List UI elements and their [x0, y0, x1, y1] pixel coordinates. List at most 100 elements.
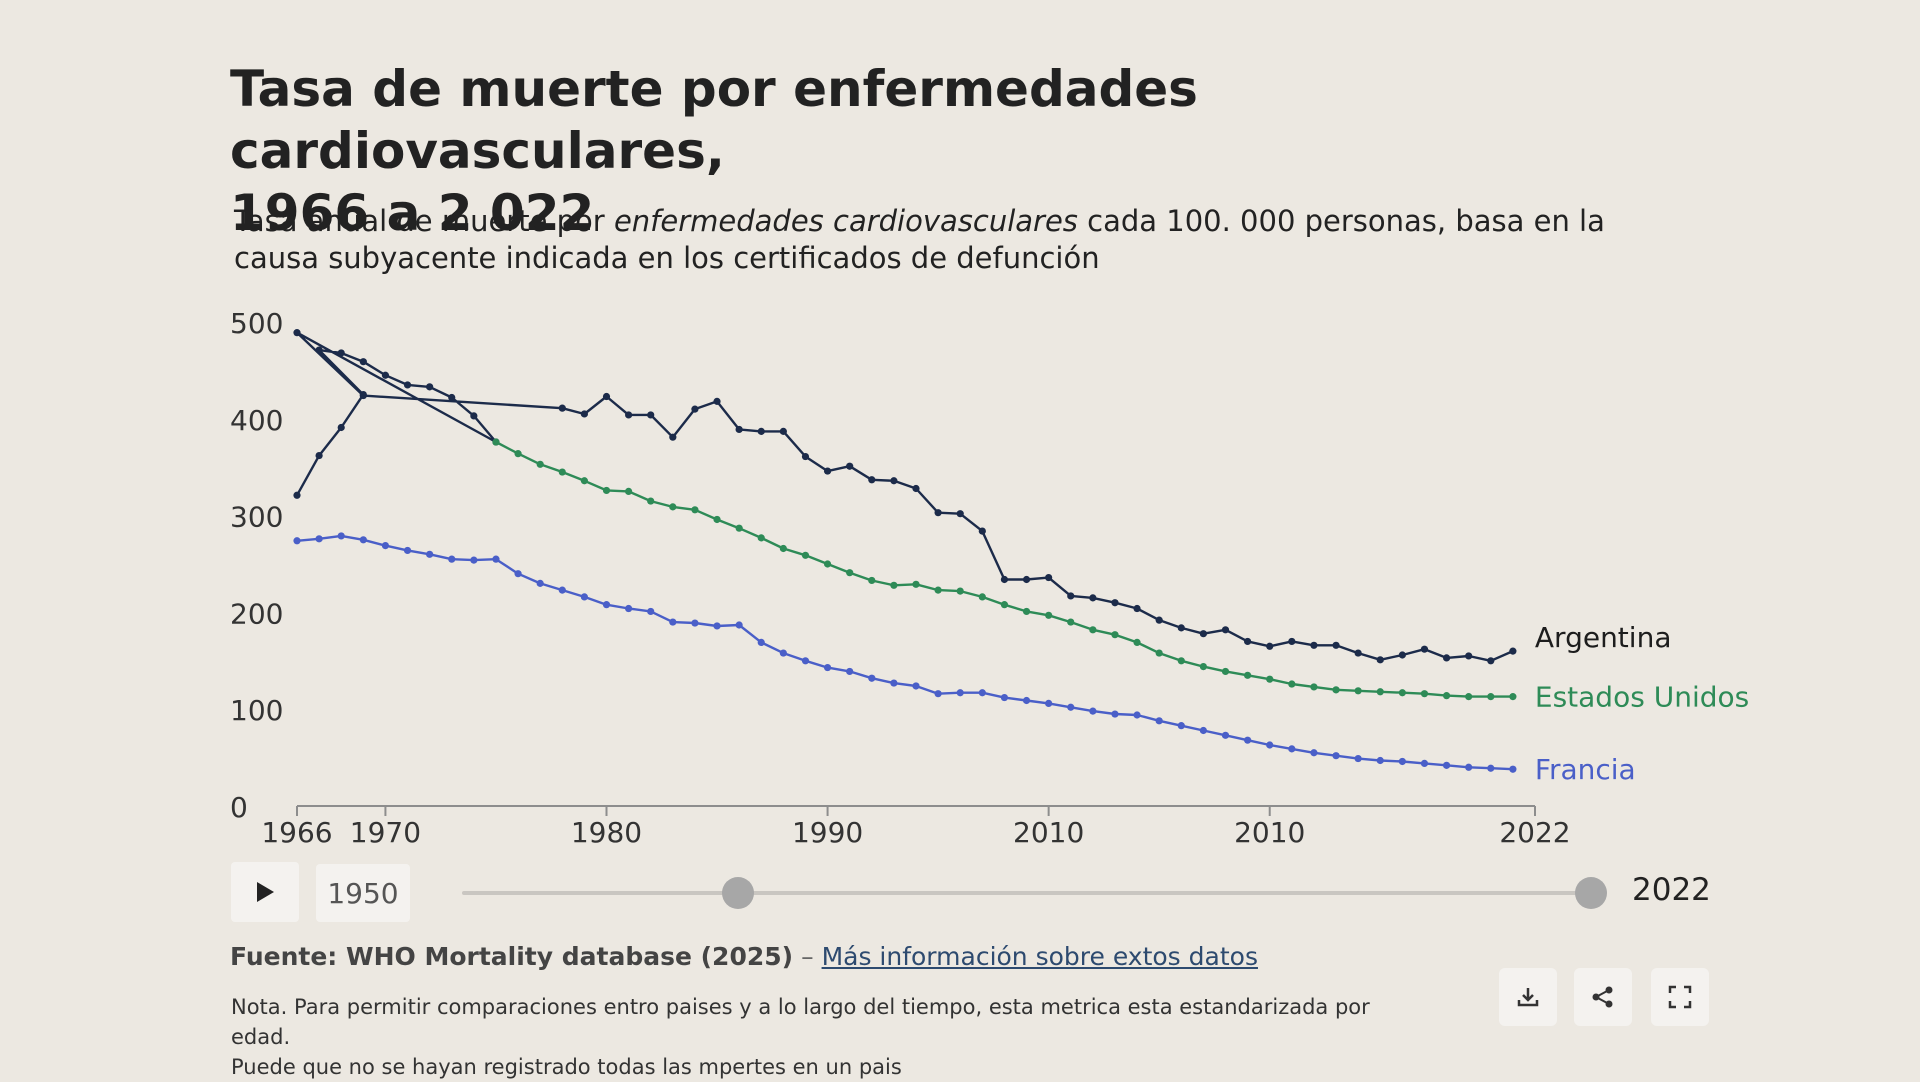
- data-point: [978, 593, 986, 601]
- series-line: [296, 534, 1513, 771]
- data-point: [381, 371, 390, 379]
- data-point: [868, 674, 876, 682]
- data-point: [691, 405, 699, 413]
- data-point: [846, 462, 854, 470]
- data-point: [978, 689, 986, 697]
- data-point: [1177, 657, 1185, 665]
- data-point: [912, 682, 920, 690]
- data-point: [669, 503, 677, 511]
- download-button[interactable]: [1499, 968, 1557, 1026]
- y-tick-label: 100: [230, 694, 283, 727]
- data-point: [846, 667, 854, 676]
- data-point: [580, 410, 588, 418]
- data-point: [1442, 761, 1451, 769]
- data-point: [757, 427, 765, 435]
- data-point: [1067, 703, 1075, 711]
- data-point: [801, 551, 810, 559]
- data-point: [1310, 641, 1318, 649]
- data-point: [713, 622, 721, 630]
- data-point: [1487, 657, 1495, 665]
- data-point: [890, 581, 898, 589]
- data-point: [713, 515, 721, 524]
- y-tick-label: 0: [230, 791, 248, 824]
- play-button[interactable]: [231, 862, 299, 922]
- data-point: [1199, 630, 1207, 638]
- data-point: [315, 451, 323, 460]
- start-year-box[interactable]: 1950: [316, 864, 410, 922]
- data-point: [713, 397, 721, 405]
- data-point: [514, 570, 522, 578]
- data-point: [1266, 642, 1274, 650]
- data-point: [912, 484, 920, 493]
- data-point: [823, 467, 832, 475]
- data-point: [1376, 656, 1384, 664]
- data-point: [1199, 663, 1207, 671]
- chart-title: Tasa de muerte por enfermedades cardiova…: [230, 58, 1630, 244]
- share-icon: [1592, 986, 1613, 1008]
- timeline-start-handle[interactable]: [722, 877, 754, 909]
- data-point: [625, 487, 633, 495]
- data-point: [1244, 671, 1252, 679]
- data-point: [890, 477, 898, 485]
- data-point: [868, 476, 876, 484]
- data-point: [1420, 759, 1429, 768]
- data-point: [293, 329, 301, 337]
- data-point: [1244, 736, 1252, 744]
- chart-subtitle: Tasa anual de muerte por enfermedades ca…: [234, 203, 1634, 277]
- data-point: [1022, 575, 1031, 584]
- series-label: Argentina: [1535, 621, 1672, 654]
- timeline-end-handle[interactable]: [1575, 877, 1607, 909]
- data-point: [1089, 594, 1097, 602]
- data-point: [536, 460, 544, 468]
- data-point: [1420, 645, 1429, 653]
- data-point: [1022, 696, 1031, 705]
- subtitle-part1: Tasa anual de muerte por: [234, 204, 614, 238]
- data-point: [1266, 675, 1274, 683]
- x-tick-label: 1966: [261, 816, 332, 849]
- data-point: [956, 587, 964, 595]
- data-point: [448, 393, 456, 402]
- fullscreen-button[interactable]: [1651, 968, 1709, 1026]
- data-point: [1111, 710, 1119, 718]
- more-info-link[interactable]: Más información sobre extos datos: [821, 942, 1258, 971]
- data-point: [1000, 693, 1009, 702]
- x-tick-label: 2010: [1013, 816, 1084, 849]
- subtitle-emphasis: enfermedades cardiovasculares: [613, 204, 1078, 238]
- data-point: [1199, 726, 1207, 735]
- footnote-line1: Nota. Para permitir comparaciones entro …: [231, 995, 1370, 1049]
- data-point: [1155, 649, 1163, 657]
- data-point: [1332, 752, 1340, 760]
- series-label: Estados Unidos: [1535, 681, 1749, 714]
- data-point: [691, 506, 699, 514]
- data-point: [779, 427, 787, 435]
- download-icon: [1517, 988, 1539, 1007]
- data-point: [757, 638, 765, 647]
- data-point: [1221, 626, 1230, 634]
- data-point: [558, 586, 566, 594]
- share-button[interactable]: [1574, 968, 1632, 1026]
- data-point: [470, 412, 478, 420]
- data-point: [1310, 749, 1318, 757]
- data-point: [735, 524, 743, 532]
- data-point: [691, 619, 699, 627]
- line-chart: 0 100 200 300 400 500 1966 1970 1980 1990 2010 2010…: [230, 307, 1749, 849]
- data-point: [1354, 649, 1362, 657]
- x-tick-label: 1990: [792, 816, 863, 849]
- data-point: [757, 534, 765, 542]
- play-icon: [257, 882, 274, 902]
- timeline-slider-track[interactable]: [462, 891, 1592, 895]
- data-point: [1177, 722, 1185, 730]
- data-point: [1000, 575, 1009, 584]
- footnote: Nota. Para permitir comparaciones entro …: [231, 992, 1431, 1082]
- data-point: [558, 404, 566, 412]
- data-point: [403, 546, 412, 555]
- data-point: [602, 392, 611, 401]
- data-point: [1487, 764, 1495, 772]
- data-point: [315, 535, 323, 543]
- data-point: [846, 569, 854, 577]
- data-point: [1465, 763, 1473, 771]
- data-point: [1111, 599, 1119, 607]
- data-point: [602, 601, 611, 609]
- data-point: [1089, 626, 1097, 634]
- data-point: [735, 621, 743, 629]
